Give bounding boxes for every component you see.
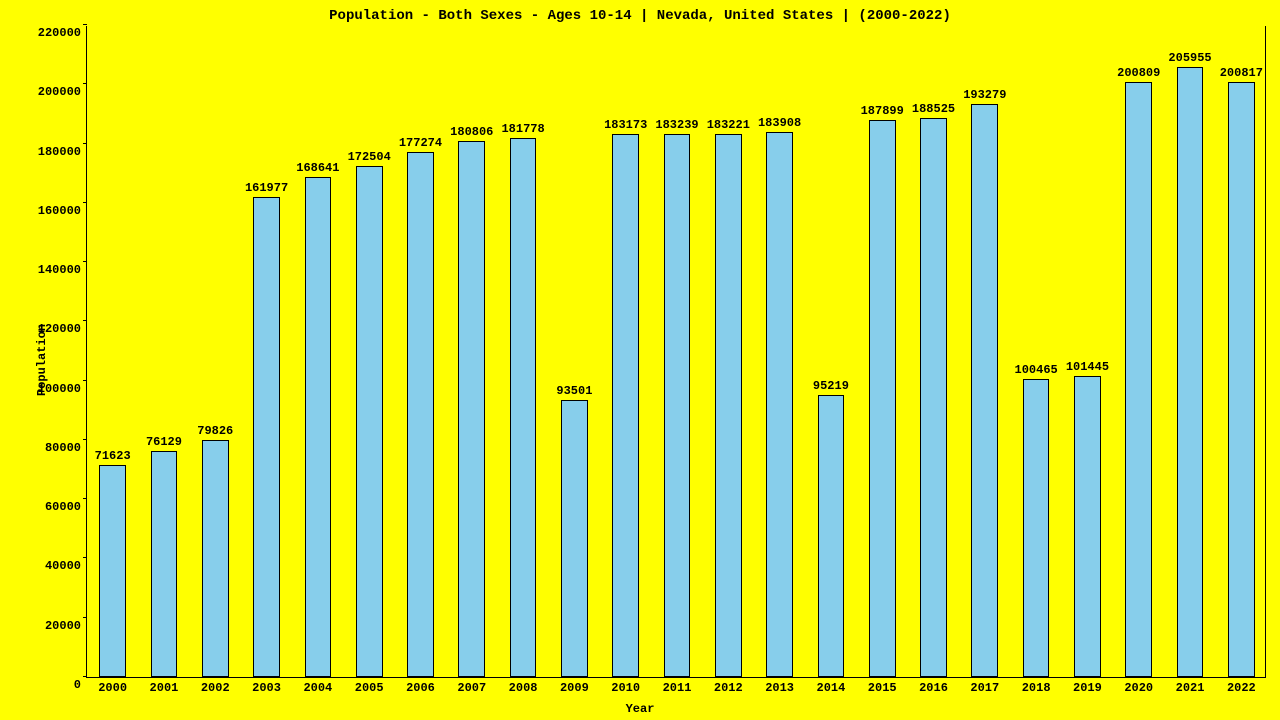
- bar: [305, 177, 332, 677]
- y-tick-label: 20000: [45, 619, 87, 633]
- bar-value-label: 71623: [95, 449, 131, 463]
- bar: [818, 395, 845, 677]
- bar: [766, 132, 793, 677]
- x-tick-label: 2018: [1022, 677, 1051, 695]
- y-tick-mark: [83, 24, 87, 25]
- x-tick-label: 2019: [1073, 677, 1102, 695]
- bar: [510, 138, 537, 677]
- x-tick-label: 2007: [457, 677, 486, 695]
- x-tick-label: 2005: [355, 677, 384, 695]
- x-tick-label: 2001: [150, 677, 179, 695]
- bar-value-label: 180806: [450, 125, 493, 139]
- y-tick-mark: [83, 676, 87, 677]
- bar: [971, 104, 998, 677]
- y-tick-label: 200000: [38, 85, 87, 99]
- bar: [561, 400, 588, 677]
- bar-value-label: 100465: [1015, 363, 1058, 377]
- chart-title: Population - Both Sexes - Ages 10-14 | N…: [0, 8, 1280, 24]
- y-tick-label: 160000: [38, 204, 87, 218]
- y-tick-mark: [83, 83, 87, 84]
- bar-value-label: 177274: [399, 136, 442, 150]
- y-tick-label: 0: [74, 678, 87, 692]
- x-tick-label: 2021: [1176, 677, 1205, 695]
- y-tick-mark: [83, 439, 87, 440]
- bar-value-label: 200817: [1220, 66, 1263, 80]
- y-tick-label: 80000: [45, 441, 87, 455]
- bar-value-label: 183908: [758, 116, 801, 130]
- bar: [869, 120, 896, 677]
- bar: [612, 134, 639, 677]
- y-tick-label: 40000: [45, 559, 87, 573]
- bar-value-label: 181778: [501, 122, 544, 136]
- bar-value-label: 101445: [1066, 360, 1109, 374]
- x-tick-label: 2011: [663, 677, 692, 695]
- x-tick-label: 2016: [919, 677, 948, 695]
- y-tick-label: 140000: [38, 263, 87, 277]
- plot-area: 0200004000060000800001000001200001400001…: [86, 26, 1266, 678]
- bar: [920, 118, 947, 677]
- x-tick-label: 2022: [1227, 677, 1256, 695]
- bar-value-label: 93501: [556, 384, 592, 398]
- y-tick-mark: [83, 261, 87, 262]
- bar: [1177, 67, 1204, 677]
- bar: [356, 166, 383, 677]
- y-tick-mark: [83, 617, 87, 618]
- bar-value-label: 187899: [861, 104, 904, 118]
- bar-value-label: 205955: [1168, 51, 1211, 65]
- bar: [253, 197, 280, 677]
- x-tick-label: 2013: [765, 677, 794, 695]
- x-tick-label: 2003: [252, 677, 281, 695]
- y-tick-mark: [83, 380, 87, 381]
- x-tick-label: 2008: [509, 677, 538, 695]
- x-tick-label: 2020: [1124, 677, 1153, 695]
- y-tick-label: 120000: [38, 322, 87, 336]
- bar: [1228, 82, 1255, 677]
- x-tick-label: 2012: [714, 677, 743, 695]
- bar-value-label: 95219: [813, 379, 849, 393]
- x-tick-label: 2000: [98, 677, 127, 695]
- bar-value-label: 193279: [963, 88, 1006, 102]
- y-tick-mark: [83, 320, 87, 321]
- bar-value-label: 183173: [604, 118, 647, 132]
- bar-value-label: 76129: [146, 435, 182, 449]
- y-tick-mark: [83, 557, 87, 558]
- x-tick-label: 2004: [303, 677, 332, 695]
- bar-value-label: 188525: [912, 102, 955, 116]
- bar: [1125, 82, 1152, 677]
- bar: [1074, 376, 1101, 677]
- bar-value-label: 200809: [1117, 66, 1160, 80]
- bar-value-label: 183221: [707, 118, 750, 132]
- y-tick-mark: [83, 202, 87, 203]
- y-tick-label: 100000: [38, 382, 87, 396]
- chart-container: Population - Both Sexes - Ages 10-14 | N…: [0, 0, 1280, 720]
- bar-value-label: 79826: [197, 424, 233, 438]
- x-tick-label: 2009: [560, 677, 589, 695]
- bar: [458, 141, 485, 677]
- x-tick-label: 2006: [406, 677, 435, 695]
- y-tick-label: 220000: [38, 26, 87, 40]
- bar: [151, 451, 178, 677]
- bar-value-label: 183239: [655, 118, 698, 132]
- x-tick-label: 2010: [611, 677, 640, 695]
- bar-value-label: 168641: [296, 161, 339, 175]
- x-tick-label: 2014: [817, 677, 846, 695]
- y-tick-label: 60000: [45, 500, 87, 514]
- bar-value-label: 172504: [348, 150, 391, 164]
- y-tick-mark: [83, 498, 87, 499]
- x-tick-label: 2015: [868, 677, 897, 695]
- bar: [1023, 379, 1050, 677]
- bar: [202, 440, 229, 677]
- bar: [99, 465, 126, 677]
- bar: [715, 134, 742, 677]
- x-tick-label: 2017: [970, 677, 999, 695]
- y-tick-mark: [83, 143, 87, 144]
- x-axis-label: Year: [0, 702, 1280, 716]
- bar: [407, 152, 434, 677]
- bar: [664, 134, 691, 677]
- y-tick-label: 180000: [38, 145, 87, 159]
- bar-value-label: 161977: [245, 181, 288, 195]
- x-tick-label: 2002: [201, 677, 230, 695]
